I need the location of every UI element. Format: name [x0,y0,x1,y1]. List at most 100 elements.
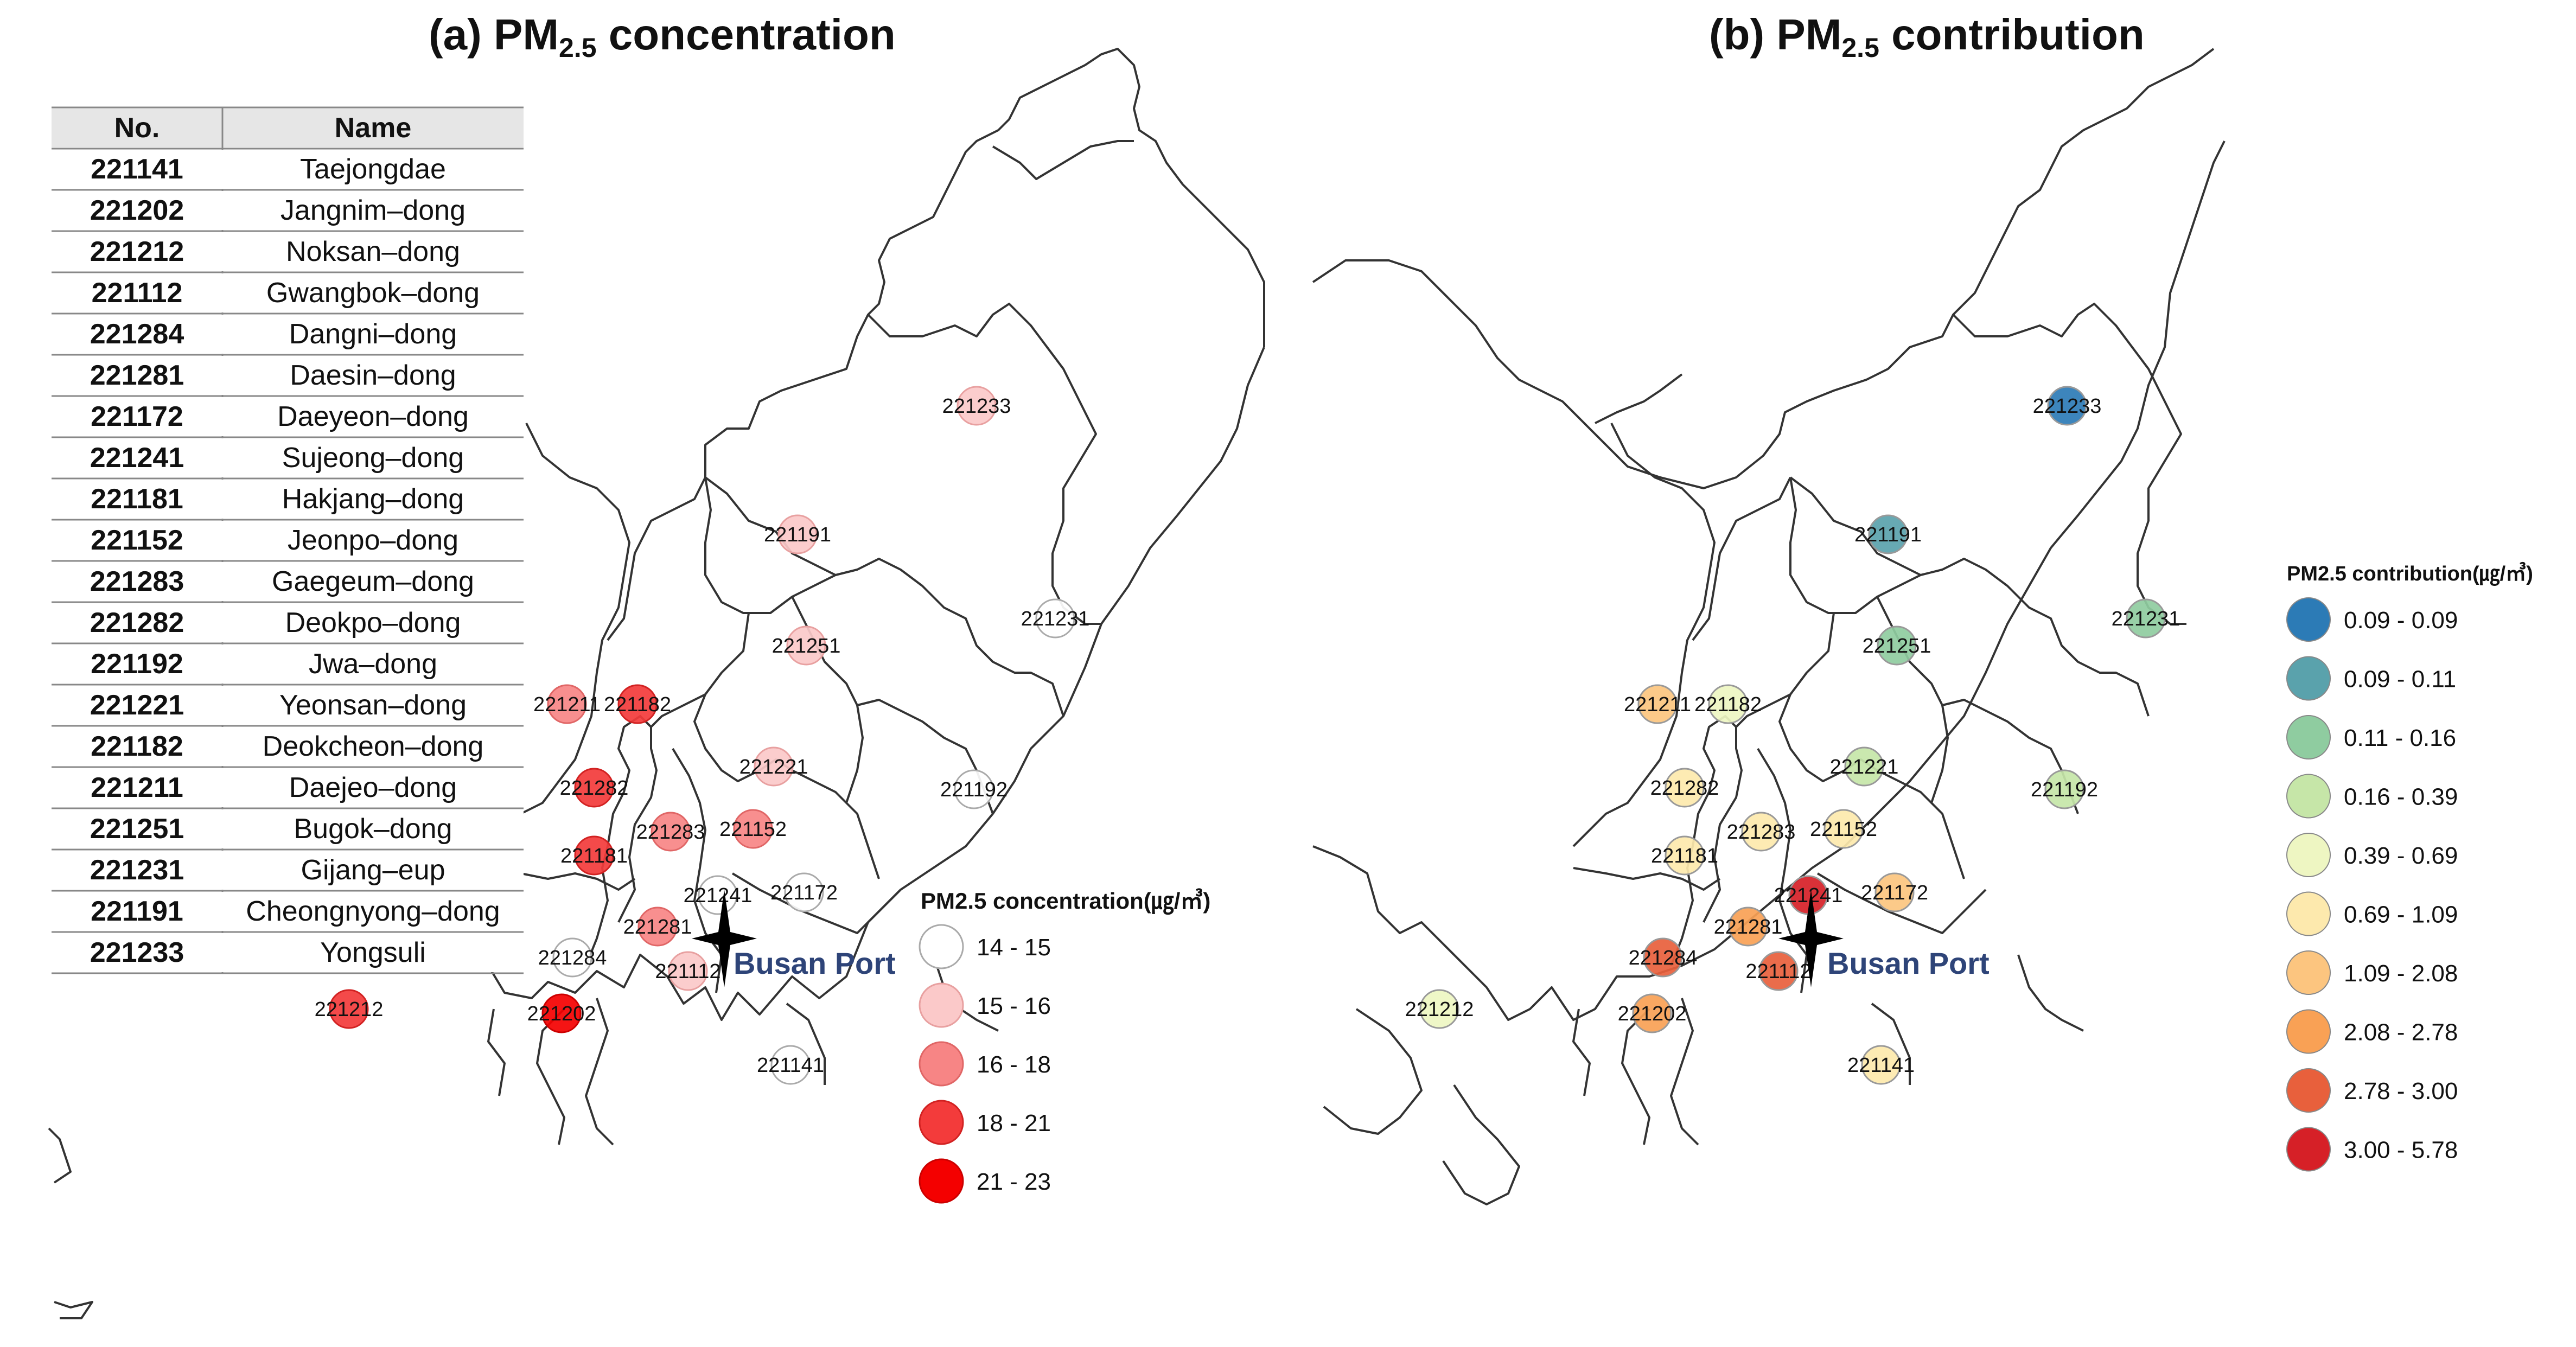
busan-port-label: Busan Port [1827,946,1990,980]
station-marker: 221212 [315,989,383,1029]
table-cell-no: 221182 [91,731,183,762]
legend-b-label: 0.11 - 0.16 [2344,725,2456,751]
table-row-bg [52,273,524,312]
table-row: 221241 Sujeong–dong [52,438,524,477]
table-row-bg [52,562,524,601]
station-circle [651,812,691,852]
legend-a-item: 14 - 15 [919,924,1051,969]
station-label: 221221 [739,756,808,778]
panel-b-busan-port: Busan Port [1778,890,1990,987]
station-circle [1844,746,1884,787]
legend-b-item: 3.00 - 5.78 [2286,1127,2458,1172]
station-marker: 221251 [772,625,840,666]
table-cell-name: Noksan–dong [286,236,460,267]
legend-a-label: 15 - 16 [977,993,1051,1019]
station-marker: 221233 [2033,386,2101,426]
table-cell-name: Deokcheon–dong [263,731,484,762]
panel-b-legend: PM2.5 contribution(㎍/㎥) 0.09 - 0.09 0.09 … [2286,562,2533,1172]
station-label: 221251 [1863,635,1931,657]
station-label: 221141 [1847,1054,1915,1077]
table-cell-no: 221172 [91,401,183,432]
table-row: 221181 Hakjang–dong [52,480,524,519]
legend-a-title: PM2.5 concentration(㎍/㎥) [921,888,1210,915]
table-cell-name: Daejeo–dong [289,772,457,803]
station-circle [1419,989,1459,1029]
legend-b-swatch [2286,715,2331,759]
legend-b-item: 1.09 - 2.08 [2286,950,2458,995]
station-circle [547,684,587,724]
table-cell-no: 221282 [90,607,184,639]
table-cell-name: Gwangbok–dong [266,277,480,309]
busan-port-label: Busan Port [734,946,896,980]
legend-b-swatch [2286,656,2331,701]
table-cell-no: 221251 [90,813,184,845]
table-row-bg [52,851,524,890]
station-label: 221192 [2031,778,2098,801]
station-label: 221283 [1727,821,1796,844]
legend-b-label: 0.09 - 0.11 [2344,666,2456,693]
panel-a-district-lines [867,303,1101,625]
station-label: 221202 [527,1003,596,1025]
station-label: 221233 [942,395,1011,418]
panel-a-busan-port: Busan Port [692,890,896,987]
station-label: 221191 [764,524,831,546]
station-label: 221281 [1714,916,1783,939]
panel-a-title: (a) PM2.5 concentration [429,10,896,63]
station-circle [733,809,773,849]
table-cell-name: Dangni–dong [289,318,457,350]
table-row: 221212 Noksan–dong [52,232,524,271]
legend-a-swatch [919,924,964,969]
station-marker: 221112 [1745,951,1812,991]
station-marker: 221182 [604,684,671,724]
station-marker: 221241 [684,875,752,915]
legend-a-swatch [919,1041,964,1087]
station-circle [329,989,369,1029]
table-row: 221251 Bugok–dong [52,809,524,848]
panel-a-north-coast [992,140,1134,180]
legend-b-title: PM2.5 contribution(㎍/㎥) [2287,562,2533,586]
station-circle [541,993,582,1033]
table-cell-name: Yongsuli [320,937,426,968]
station-circle [770,1045,811,1085]
station-marker: 221212 [1405,989,1474,1029]
table-row-bg [52,644,524,684]
table-row: 221221 Yeonsan–dong [52,686,524,725]
table-row: 221192 Jwa–dong [52,644,524,684]
table-row-bg [52,892,524,931]
legend-a-item: 15 - 16 [919,982,1051,1028]
table-row: 221202 Jangnim–dong [52,191,524,230]
table-row-bg [52,397,524,436]
legend-b-label: 3.00 - 5.78 [2344,1137,2458,1164]
table-cell-no: 221231 [90,854,184,886]
table-cell-name: Taejongdae [300,154,446,185]
station-label: 221211 [533,693,601,716]
station-circle [754,746,794,787]
station-circle [1665,768,1705,808]
station-marker: 221191 [1854,514,1922,554]
table-row: 221233 Yongsuli [52,933,524,972]
legend-b-swatch [2286,597,2331,642]
station-label: 221182 [604,693,671,716]
station-circle [617,684,658,724]
legend-b-label: 0.16 - 0.39 [2344,784,2458,810]
station-marker: 221233 [942,386,1011,426]
table-cell-no: 221221 [90,690,184,721]
station-label: 221152 [1810,818,1877,841]
table-cell-no: 221181 [91,483,183,515]
station-label: 221284 [1629,947,1698,969]
station-label: 221182 [1694,693,1762,716]
panel-b-stations: 221233 221191 221231 221251 221211 221182 2212… [1405,386,2180,1085]
legend-b-label: 0.39 - 0.69 [2344,842,2458,869]
table-cell-no: 221212 [90,236,184,267]
legend-a-swatch [919,1100,964,1145]
table-row-bg [52,232,524,271]
table-row: 221141 Taejongdae [52,150,524,189]
station-marker: 221182 [1694,684,1762,724]
table-row-bg [52,727,524,766]
table-cell-name: Jangnim–dong [280,195,466,226]
station-circle [637,906,678,947]
legend-a-label: 18 - 21 [977,1110,1051,1137]
station-circle [1728,906,1768,947]
panel-b-map [1312,48,2226,1205]
station-marker: 221141 [757,1045,824,1085]
